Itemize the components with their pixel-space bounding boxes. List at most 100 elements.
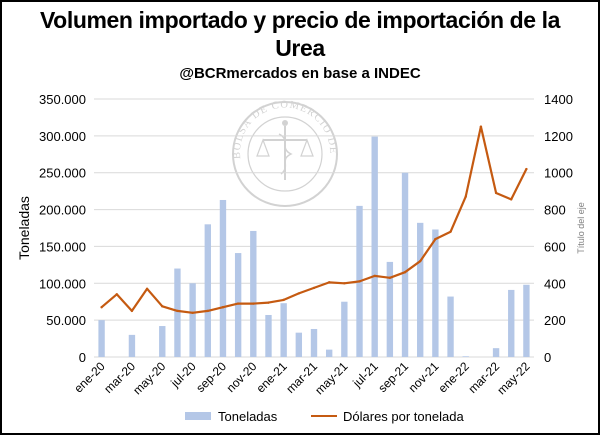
left-axis: 0 50.000 100.000 150.000 200.000 250.000 300.0… xyxy=(39,92,86,365)
bar xyxy=(189,283,196,357)
right-tick-label: 0 xyxy=(544,350,551,365)
bar xyxy=(401,172,409,357)
legend-swatch-toneladas xyxy=(185,412,211,420)
line-point xyxy=(434,237,437,241)
right-tick-label: 600 xyxy=(544,239,566,254)
bar xyxy=(295,332,303,357)
bar xyxy=(508,289,515,357)
right-tick-label: 800 xyxy=(544,203,566,218)
x-tick-label: may-21 xyxy=(312,359,350,397)
line-point xyxy=(358,280,361,283)
line-point xyxy=(221,306,225,309)
left-tick-label: 350.000 xyxy=(39,92,86,107)
bar xyxy=(462,356,469,357)
bar xyxy=(98,320,105,357)
right-axis: 0 200 400 600 800 1000 1200 1400 xyxy=(544,92,573,365)
left-tick-label: 100.000 xyxy=(39,276,86,291)
line-point xyxy=(494,191,498,195)
line-point xyxy=(176,309,179,313)
line-point xyxy=(510,198,513,201)
bar xyxy=(204,224,211,357)
line-point xyxy=(130,309,134,313)
bar xyxy=(250,230,257,357)
chart-subtitle: @BCRmercados en base a INDEC xyxy=(179,65,421,82)
right-tick-label: 1200 xyxy=(544,129,573,144)
bar xyxy=(447,296,454,357)
line-point xyxy=(525,167,528,171)
bar xyxy=(310,328,318,357)
line-point xyxy=(206,309,209,313)
line-point xyxy=(297,292,301,295)
x-tick-label: ene-22 xyxy=(436,359,473,396)
line-point xyxy=(267,301,270,304)
left-tick-label: 150.000 xyxy=(39,239,86,254)
bar xyxy=(341,301,348,357)
bar-series-toneladas xyxy=(98,136,530,357)
left-tick-label: 200.000 xyxy=(39,203,86,218)
legend-label-dolares: Dólares por tonelada xyxy=(343,409,464,424)
line-point xyxy=(252,302,255,305)
right-tick-label: 1400 xyxy=(544,92,573,107)
x-tick-label: nov-21 xyxy=(406,359,442,395)
legend-label-toneladas: Toneladas xyxy=(218,409,278,424)
line-point xyxy=(464,195,467,198)
line-point xyxy=(312,286,316,290)
line-point xyxy=(115,293,118,296)
bar xyxy=(325,349,333,357)
line-point xyxy=(145,287,149,291)
line-point xyxy=(373,274,376,278)
x-tick-label: may-22 xyxy=(494,359,532,397)
line-point xyxy=(327,281,331,284)
line-point xyxy=(403,271,407,274)
x-tick-label: nov-20 xyxy=(224,359,260,395)
bar xyxy=(432,229,439,357)
line-point xyxy=(236,302,240,305)
bar xyxy=(523,284,530,357)
x-tick-label: sep-21 xyxy=(375,359,411,395)
bar xyxy=(265,314,272,357)
bar xyxy=(417,222,424,357)
bar xyxy=(386,261,394,357)
right-tick-label: 400 xyxy=(544,276,566,291)
left-tick-label: 300.000 xyxy=(39,129,86,144)
x-tick-label: ene-20 xyxy=(71,359,108,396)
line-point xyxy=(479,125,483,128)
bar xyxy=(174,268,181,357)
line-point xyxy=(191,311,194,314)
line-point xyxy=(282,298,285,302)
left-axis-label: Toneladas xyxy=(16,196,32,260)
left-tick-label: 0 xyxy=(79,350,86,365)
chart-title-line-2: Urea xyxy=(275,35,325,61)
right-tick-label: 1000 xyxy=(544,166,573,181)
chart-title-line-1: Volumen importado y precio de importació… xyxy=(39,7,561,33)
grid-lines xyxy=(94,98,534,358)
bar xyxy=(371,136,378,357)
line-point xyxy=(388,276,392,279)
left-tick-label: 50.000 xyxy=(46,313,86,328)
x-tick-label: ene-21 xyxy=(253,359,290,396)
line-point xyxy=(100,306,103,309)
chart-title: Volumen importado y precio de importació… xyxy=(2,6,598,62)
x-tick-label: sep-20 xyxy=(193,359,229,395)
bar xyxy=(219,199,227,357)
line-series-dolares-por-tonelada xyxy=(100,125,528,314)
left-tick-label: 250.000 xyxy=(39,166,86,181)
legend: Toneladas Dólares por tonelada xyxy=(185,409,464,424)
bar xyxy=(280,303,287,357)
bar xyxy=(159,326,166,357)
bar xyxy=(234,253,242,357)
line-point xyxy=(343,282,346,285)
line-point xyxy=(161,305,164,308)
right-tick-label: 200 xyxy=(544,313,566,328)
line-point xyxy=(449,230,452,233)
series-line xyxy=(100,125,528,314)
bar xyxy=(128,334,136,357)
bar xyxy=(492,348,500,357)
line-point xyxy=(419,259,422,263)
right-axis-label: Título del eje xyxy=(576,202,586,254)
x-tick-label: may-20 xyxy=(130,359,168,397)
